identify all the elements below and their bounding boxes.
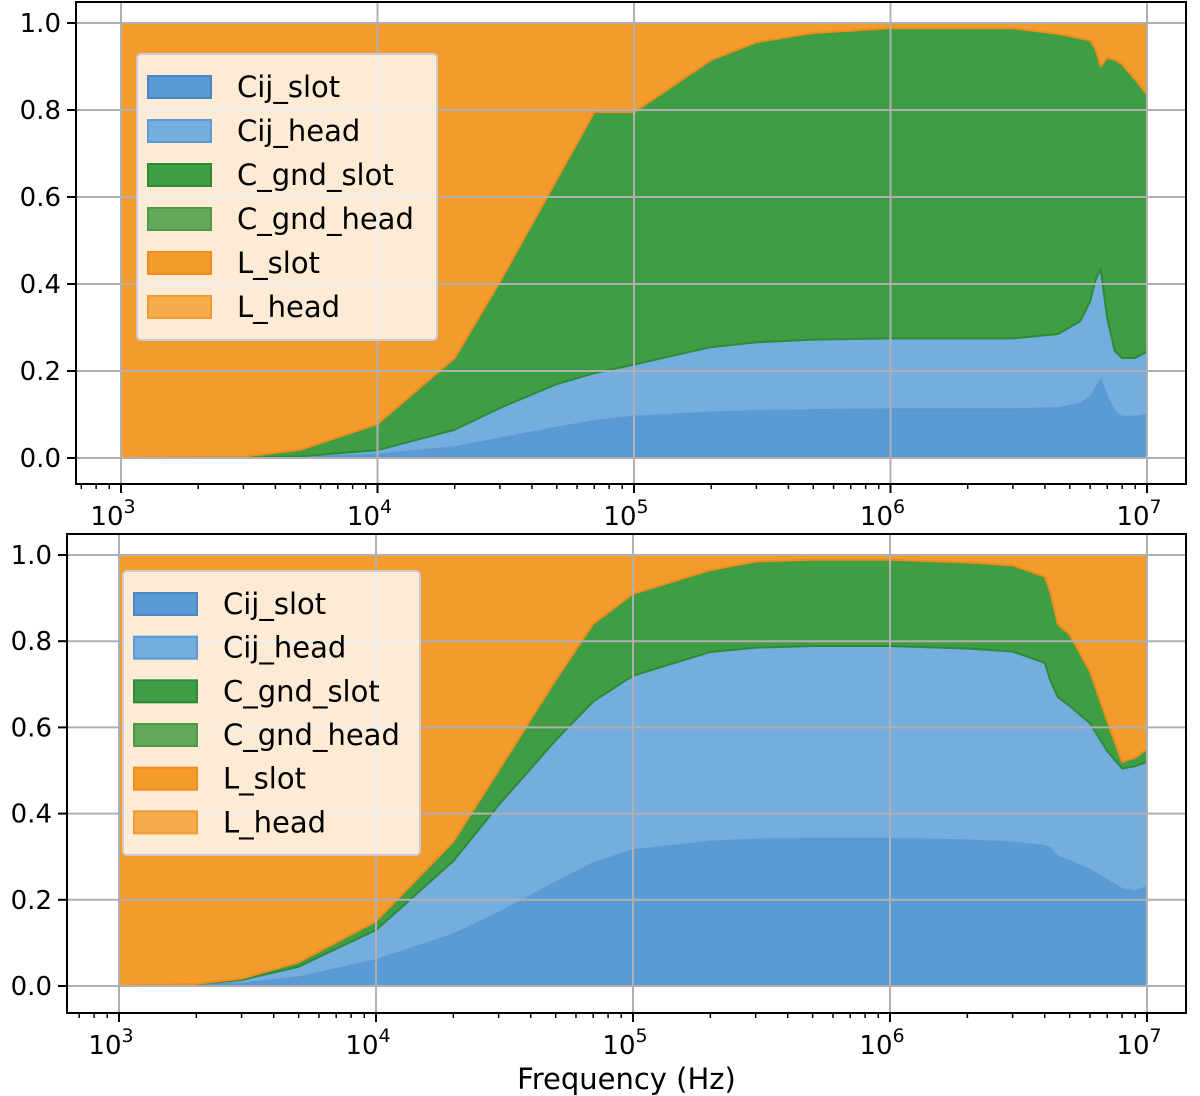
legend: Cij_slot Cij_head C_gnd_slot C_gnd_head L_sl… [122, 570, 421, 856]
y-tick-label: 0.4 [20, 270, 61, 300]
x-tick-label: 104 [347, 496, 392, 532]
y-tick-label: 1.0 [20, 9, 61, 39]
x-tick-label: 103 [90, 496, 135, 532]
legend-swatch [147, 119, 212, 143]
y-tick-label: 0.2 [20, 357, 61, 387]
legend-swatch [133, 635, 198, 660]
x-tick-label: 103 [88, 1025, 133, 1061]
legend-swatch [133, 810, 198, 835]
legend-swatch [147, 251, 212, 275]
y-tick-label: 0.2 [11, 886, 52, 916]
legend-swatch [133, 766, 198, 791]
legend-label: Cij_head [223, 631, 346, 665]
y-tick-label: 0.6 [20, 183, 61, 213]
legend: Cij_slot Cij_head C_gnd_slot C_gnd_head L_sl… [136, 53, 438, 341]
x-tick-label: 107 [1116, 1025, 1161, 1061]
legend-label: Cij_slot [237, 70, 340, 104]
x-tick-label: 105 [603, 496, 648, 532]
y-tick-label: 0.8 [11, 627, 52, 657]
legend-swatch [147, 75, 212, 99]
legend-swatch [133, 592, 198, 616]
x-tick-label: 106 [859, 1025, 904, 1061]
y-tick-label: 1.0 [11, 541, 52, 571]
grid [67, 534, 1186, 1013]
legend-swatch [147, 207, 212, 231]
legend-swatch [147, 295, 212, 319]
y-tick-label: 0.8 [20, 96, 61, 126]
x-axis-label: Frequency (Hz) [517, 1062, 736, 1096]
axes-frame [66, 533, 1187, 1014]
legend-label: L_head [223, 805, 326, 839]
y-tick-label: 0.0 [11, 972, 52, 1002]
y-axis: 0.0 0.2 0.4 0.6 0.8 1.0 [20, 9, 76, 474]
y-tick-label: 0.4 [11, 800, 52, 830]
legend-swatch [147, 163, 212, 187]
y-tick-label: 0.6 [11, 713, 52, 743]
legend-label: C_gnd_slot [223, 674, 380, 708]
chart-top: 103 104 105 106 107 0.0 0.2 0.4 0.6 0.8 1.0 Cij_slo… [20, 1, 1187, 532]
legend-label: C_gnd_head [237, 202, 414, 236]
x-tick-label: 105 [602, 1025, 647, 1061]
x-axis: 103 104 105 106 107 [80, 484, 1162, 532]
legend-swatch [133, 679, 198, 704]
x-tick-label: 107 [1116, 496, 1161, 532]
legend-label: L_slot [237, 246, 320, 280]
y-axis: 0.0 0.2 0.4 0.6 0.8 1.0 [11, 541, 67, 1002]
legend-swatch [133, 723, 198, 747]
chart-bottom: 103 104 105 106 107 0.0 0.2 0.4 0.6 0.8 1.0 Frequen… [11, 533, 1187, 1096]
axes-frame [75, 1, 1187, 485]
legend-label: L_slot [223, 762, 306, 796]
legend-label: L_head [237, 290, 340, 324]
y-tick-label: 0.0 [20, 444, 61, 474]
legend-label: C_gnd_head [223, 718, 400, 752]
x-axis: 103 104 105 106 107 [78, 1013, 1162, 1061]
legend-label: Cij_head [237, 114, 360, 148]
legend-label: Cij_slot [223, 587, 326, 621]
legend-label: C_gnd_slot [237, 158, 394, 192]
x-tick-label: 104 [345, 1025, 390, 1061]
x-tick-label: 106 [860, 496, 905, 532]
